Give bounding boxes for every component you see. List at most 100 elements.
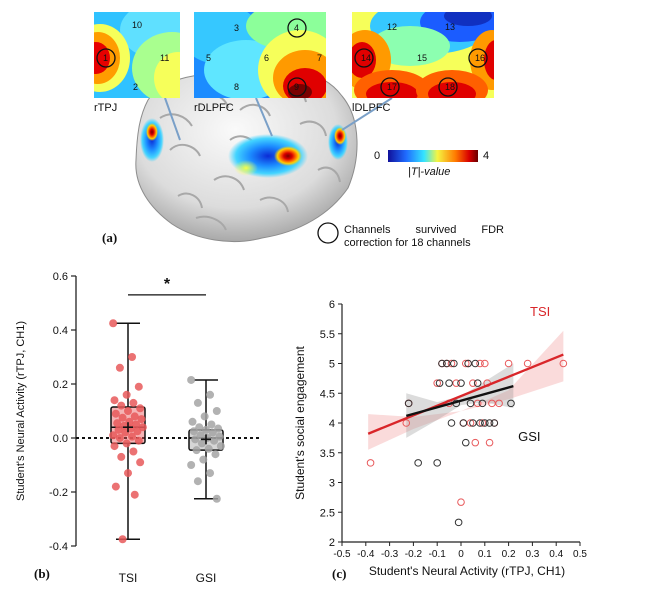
channel-label: 9 (294, 82, 299, 92)
heatmap-rtpj (94, 12, 180, 98)
channel-label: 16 (475, 53, 485, 63)
data-point (466, 399, 475, 408)
channel-label: 13 (445, 22, 455, 32)
data-point (490, 419, 499, 427)
legend-line-2: correction for 18 channels (344, 237, 471, 249)
channel-label: 8 (234, 82, 239, 92)
y-axis-label: Student's Neural Activity (rTPJ, CH1) (15, 321, 27, 501)
x-tick-label: 0.3 (525, 549, 539, 560)
data-point (124, 407, 132, 415)
data-point (118, 535, 127, 544)
data-point (464, 359, 472, 368)
category-label: TSI (119, 571, 138, 585)
data-point (438, 359, 446, 368)
data-point (197, 439, 206, 448)
data-point (113, 419, 122, 428)
category-label: GSI (196, 571, 217, 585)
data-point (466, 419, 475, 427)
data-point (435, 379, 444, 387)
legend-line-1: Channels survived FDR (344, 224, 504, 236)
fdr-circle (287, 77, 307, 97)
x-tick-label: 0.1 (478, 549, 492, 560)
channel-label: 6 (264, 53, 269, 63)
data-point (481, 419, 489, 427)
data-point (478, 419, 487, 427)
map-label-rtpj: rTPJ (94, 102, 118, 114)
data-point (504, 359, 513, 368)
data-point (206, 469, 215, 478)
data-point (476, 419, 484, 427)
fdr-circle (287, 18, 307, 38)
channel-label: 5 (206, 53, 211, 63)
map-label-ldlpfc: lDLPFC (352, 102, 391, 114)
data-point (193, 477, 202, 486)
box-plot: -0.4 -0.2 0.0 0.2 0.4 0.6 Student's Neural Act… (15, 271, 262, 585)
data-point (495, 399, 503, 408)
data-point (445, 379, 453, 387)
data-point (117, 401, 126, 410)
data-point (366, 459, 375, 467)
scatter-plot: 2 2.5 3 3.5 4 4.5 5 5.5 6 -0.5 -0.4 -0.3 -0.2 -0.1 0 0.… (293, 299, 587, 578)
x-tick-label: -0.4 (357, 549, 375, 560)
data-point (189, 427, 198, 436)
data-point (210, 436, 219, 445)
y-tick-label: 4.5 (320, 388, 335, 400)
fdr-circles (96, 18, 488, 97)
data-point (414, 459, 422, 467)
data-point (134, 436, 143, 445)
x-axis-label: Student's Neural Activity (rTPJ, CH1) (369, 564, 565, 578)
data-point (115, 363, 124, 372)
data-point (457, 498, 465, 506)
x-tick-label: 0.2 (502, 549, 516, 560)
tsi-confidence-band (368, 330, 564, 450)
data-point (129, 398, 138, 407)
data-point (130, 412, 139, 421)
channel-label: 1 (103, 53, 108, 63)
y-axis-label: Student's social engagement (293, 345, 307, 499)
data-point (461, 438, 470, 447)
data-point (211, 450, 220, 459)
panel-b-letter: (b) (34, 566, 50, 581)
y-tick-label: 5.5 (320, 329, 335, 341)
data-point (109, 431, 118, 440)
data-point (442, 359, 451, 368)
data-point (212, 494, 221, 503)
data-point (114, 425, 123, 434)
data-point (469, 379, 477, 387)
data-point (471, 438, 480, 447)
data-point (192, 446, 201, 455)
data-point (200, 412, 209, 421)
data-point (208, 428, 217, 437)
data-point (459, 419, 468, 427)
data-point (433, 459, 441, 467)
data-point (199, 455, 208, 464)
data-point (115, 434, 124, 442)
x-tick-label: 0.4 (549, 549, 563, 560)
data-point (454, 518, 463, 527)
channel-label: 11 (160, 53, 169, 63)
data-point (488, 399, 496, 408)
data-point (450, 359, 458, 368)
data-point (452, 379, 461, 387)
data-point (478, 399, 487, 408)
y-tick-label: 0.2 (53, 379, 68, 391)
data-point (402, 419, 411, 427)
data-point (193, 398, 202, 407)
channel-label: 3 (234, 23, 239, 33)
series-label: GSI (518, 429, 540, 444)
data-point (137, 415, 146, 424)
data-point (523, 359, 532, 368)
map-label-rdlpfc: rDLPFC (194, 102, 234, 114)
data-point (481, 359, 489, 368)
y-tick-label: 0.0 (53, 433, 68, 445)
data-point (473, 379, 482, 387)
data-point (457, 379, 465, 387)
data-point (216, 442, 225, 451)
y-tick-label: 5 (329, 359, 335, 371)
data-point (204, 444, 213, 453)
data-point (111, 482, 120, 491)
channel-label: 12 (387, 22, 397, 32)
data-point (124, 469, 132, 478)
data-point (206, 390, 215, 399)
panel-c-letter: (c) (332, 566, 347, 581)
